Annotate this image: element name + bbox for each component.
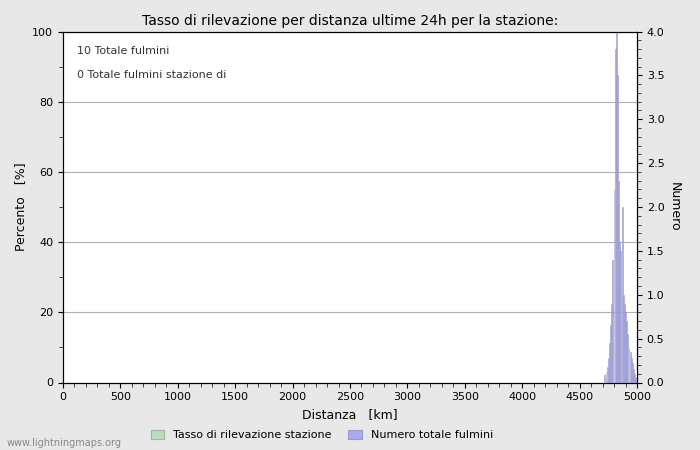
Bar [626, 321, 627, 382]
Bar [610, 325, 611, 382]
Text: www.lightningmaps.org: www.lightningmaps.org [7, 438, 122, 448]
Bar [620, 251, 622, 382]
Bar [625, 312, 626, 382]
Y-axis label: Percento   [%]: Percento [%] [14, 163, 27, 251]
Bar [608, 358, 609, 382]
Text: 10 Totale fulmini: 10 Totale fulmini [77, 45, 169, 55]
Bar [616, 32, 617, 382]
Bar [624, 303, 625, 382]
Bar [614, 189, 615, 382]
Bar [632, 363, 633, 382]
X-axis label: Distanza   [km]: Distanza [km] [302, 408, 398, 421]
Bar [604, 375, 606, 382]
Bar [611, 303, 612, 382]
Bar [630, 352, 631, 382]
Text: 0 Totale fulmini stazione di: 0 Totale fulmini stazione di [77, 70, 227, 80]
Y-axis label: Numero: Numero [668, 182, 681, 232]
Bar [612, 260, 613, 382]
Legend: Tasso di rilevazione stazione, Numero totale fulmini: Tasso di rilevazione stazione, Numero to… [146, 425, 498, 445]
Bar [618, 181, 619, 382]
Title: Tasso di rilevazione per distanza ultime 24h per la stazione:: Tasso di rilevazione per distanza ultime… [142, 14, 558, 27]
Bar [634, 374, 635, 382]
Bar [623, 295, 624, 382]
Bar [609, 343, 610, 382]
Bar [633, 369, 634, 382]
Bar [627, 334, 629, 382]
Bar [617, 75, 618, 382]
Bar [607, 367, 608, 382]
